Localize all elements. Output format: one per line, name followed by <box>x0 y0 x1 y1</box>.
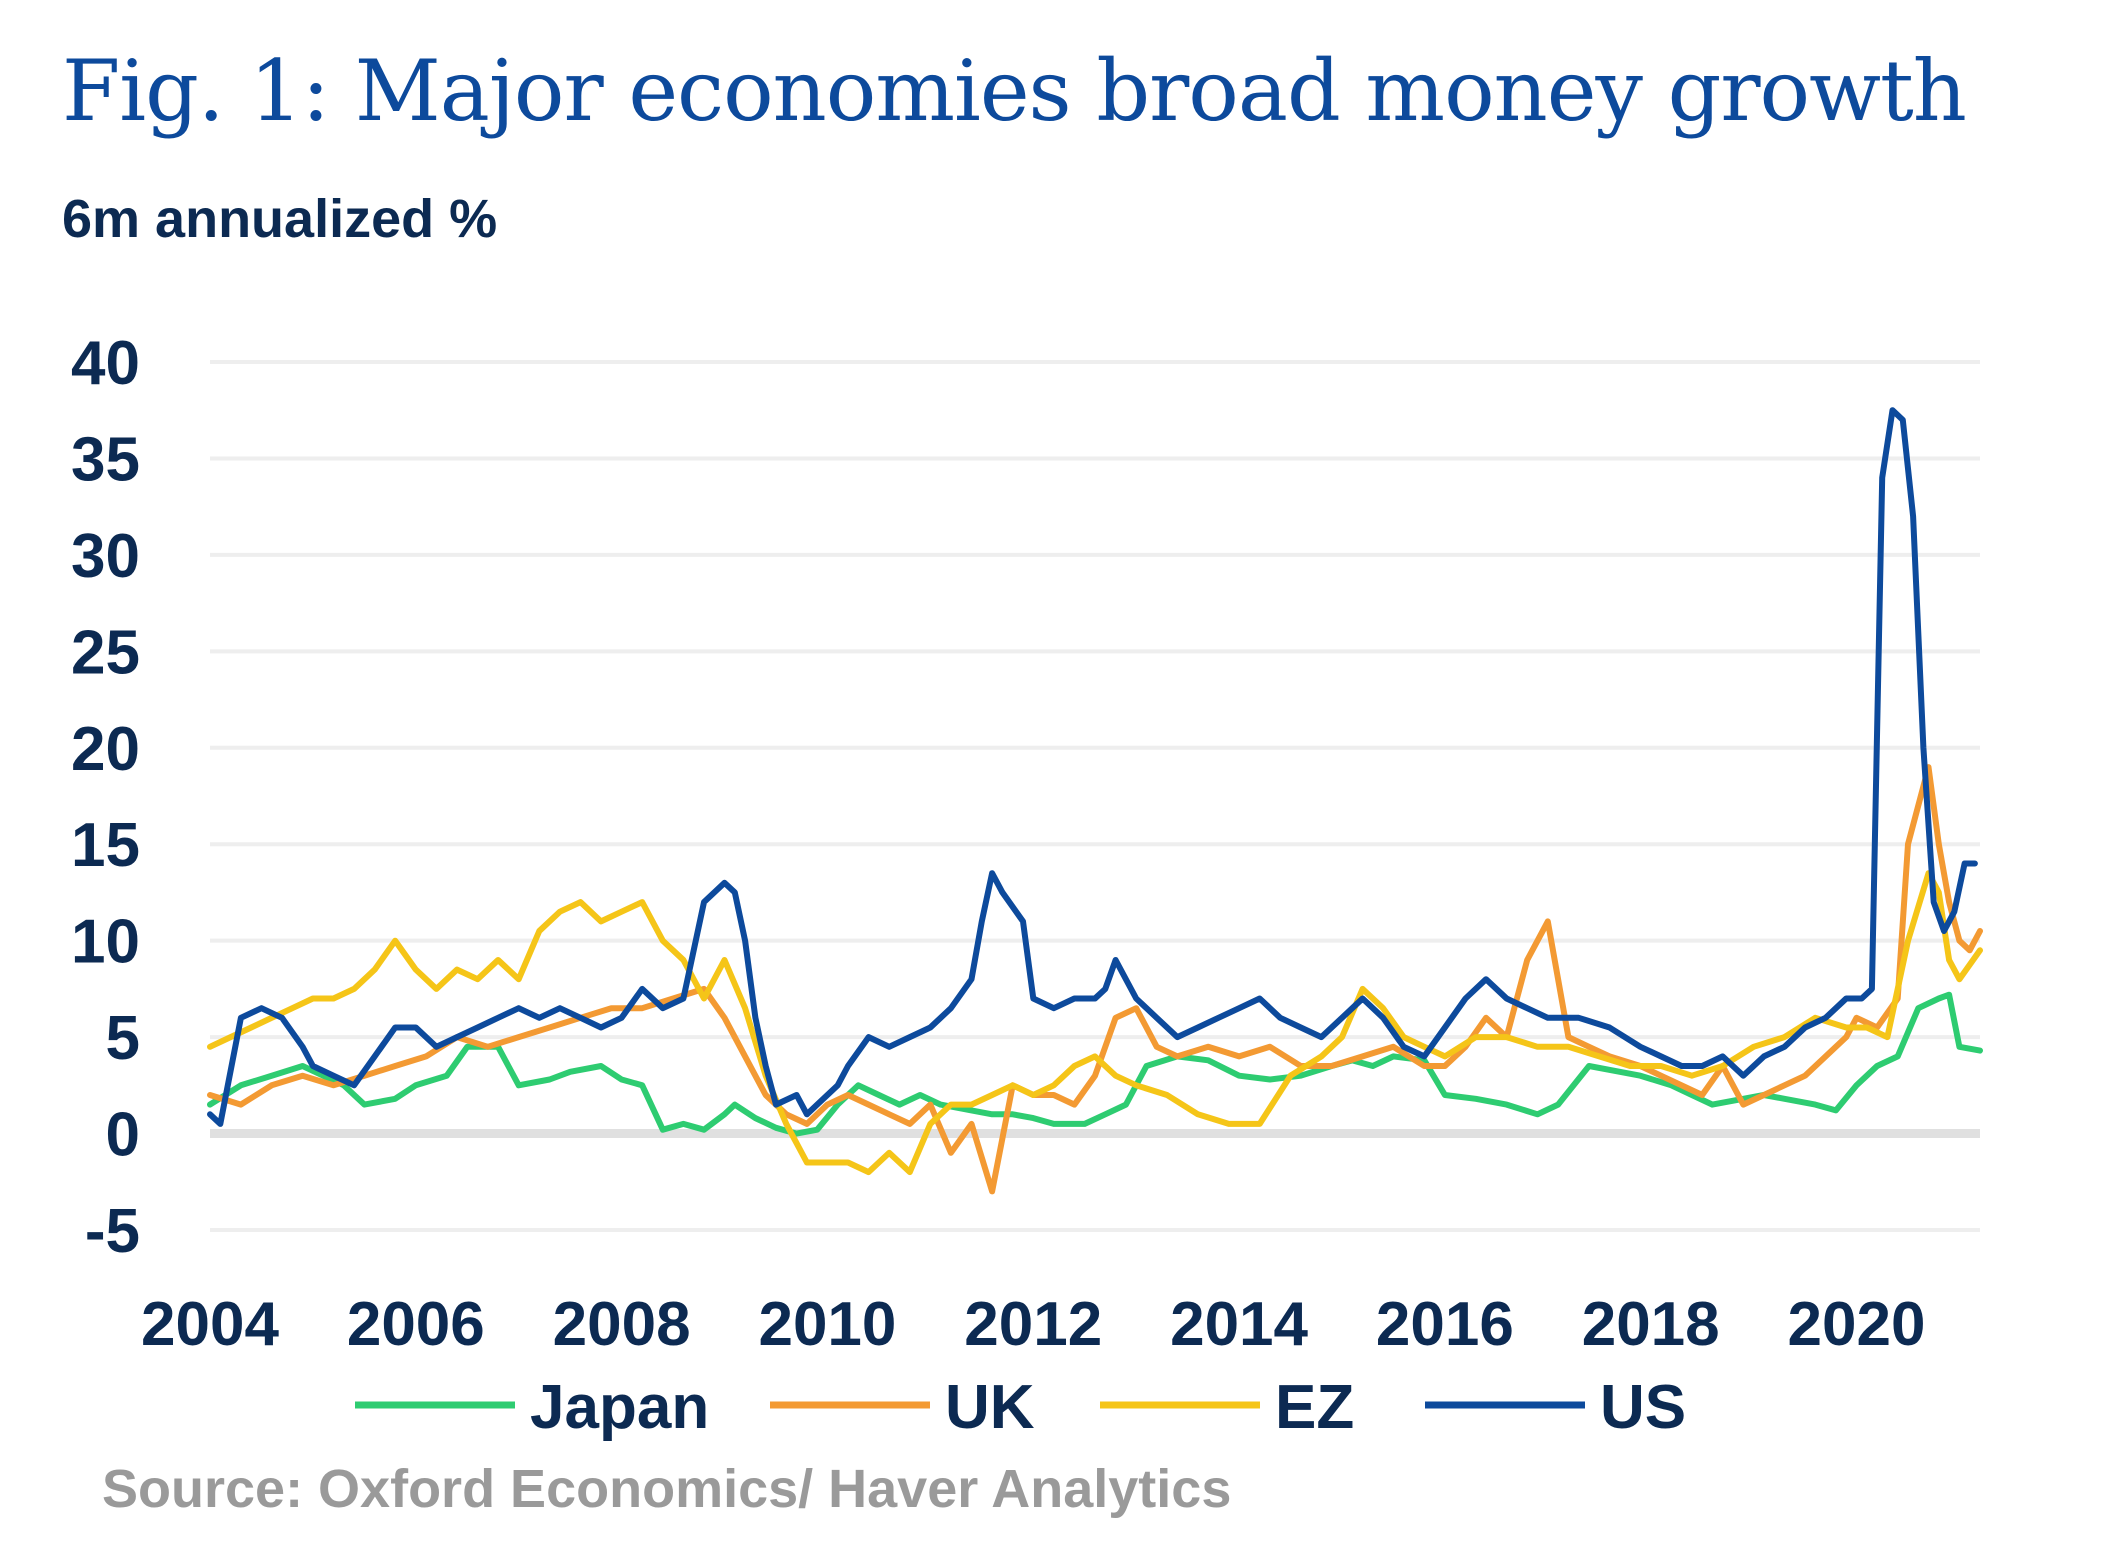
x-tick-label: 2014 <box>1170 1290 1308 1359</box>
x-tick-label: 2006 <box>347 1290 485 1359</box>
source-note: Source: Oxford Economics/ Haver Analytic… <box>102 1459 1232 1519</box>
x-tick-label: 2010 <box>758 1290 896 1359</box>
y-tick-label: 35 <box>71 425 140 494</box>
y-tick-label: 20 <box>71 715 140 784</box>
legend-label-japan: Japan <box>530 1373 709 1442</box>
y-tick-label: 5 <box>106 1004 140 1073</box>
chart-title: Fig. 1: Major economies broad money grow… <box>62 42 1967 140</box>
legend-label-uk: UK <box>945 1373 1035 1442</box>
y-tick-label: 10 <box>71 908 140 977</box>
y-tick-label: 30 <box>71 522 140 591</box>
y-tick-label: 15 <box>71 811 140 880</box>
chart-subtitle: 6m annualized % <box>62 189 498 249</box>
series-line-japan <box>207 991 1983 1137</box>
series-lines <box>207 407 1983 1195</box>
x-tick-label: 2016 <box>1376 1290 1514 1359</box>
x-tick-label: 2008 <box>553 1290 691 1359</box>
x-tick-label: 2018 <box>1582 1290 1720 1359</box>
y-tick-label: -5 <box>85 1197 140 1266</box>
series-line-ez <box>207 870 1983 1176</box>
y-axis-ticks: 40 35 30 25 20 15 10 5 0 -5 <box>71 329 140 1266</box>
legend: Japan UK EZ US <box>355 1373 1686 1442</box>
legend-label-ez: EZ <box>1275 1373 1354 1442</box>
legend-label-us: US <box>1600 1373 1686 1442</box>
y-tick-label: 40 <box>71 329 140 398</box>
gridlines <box>210 360 1980 1232</box>
x-tick-label: 2012 <box>964 1290 1102 1359</box>
y-tick-label: 0 <box>106 1101 140 1170</box>
x-tick-label: 2020 <box>1788 1290 1926 1359</box>
y-tick-label: 25 <box>71 618 140 687</box>
series-line-uk <box>207 764 1983 1195</box>
x-tick-label: 2004 <box>141 1290 279 1359</box>
x-axis-ticks: 2004 2006 2008 2010 2012 2014 2016 2018 2020 <box>141 1290 1925 1359</box>
series-line-us <box>207 407 1978 1127</box>
